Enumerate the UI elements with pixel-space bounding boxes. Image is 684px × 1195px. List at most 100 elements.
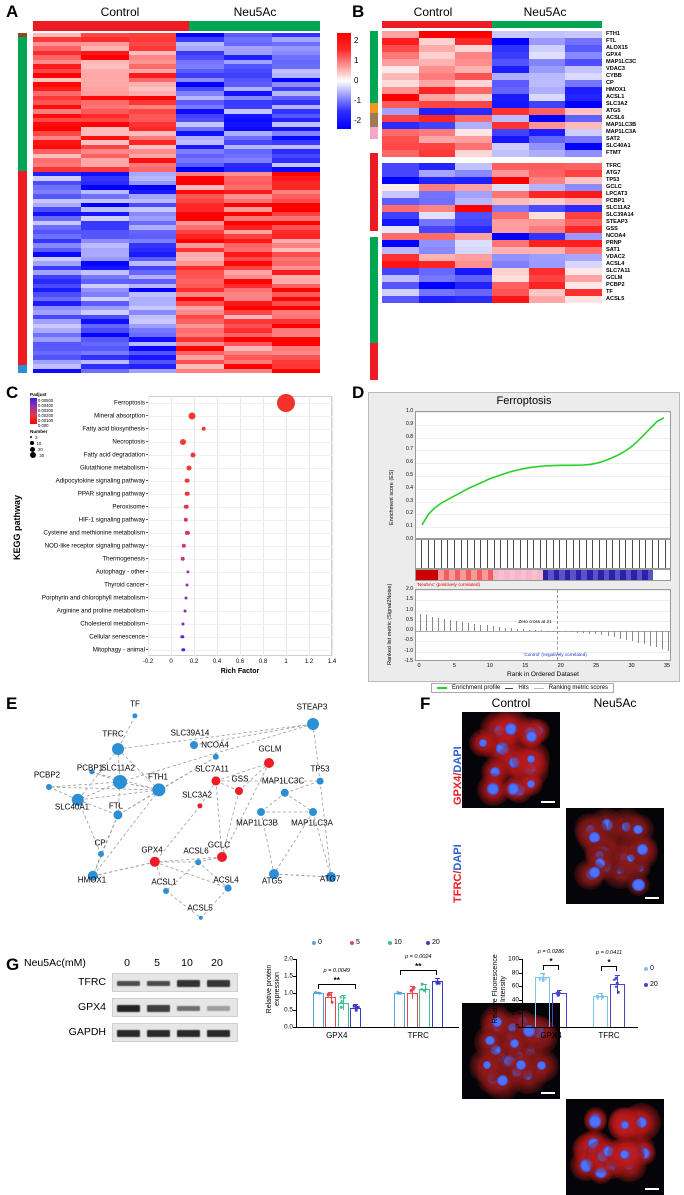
heatmap-cell [528, 261, 566, 268]
heatmap-cell [128, 91, 177, 96]
heatmap-cell [176, 305, 225, 311]
heatmap-cell [128, 247, 177, 253]
heatmap-cell [80, 220, 129, 226]
number-legend-dot [30, 451, 37, 459]
heatmap-cell [80, 122, 129, 127]
gene-label: PCBP1 [606, 197, 625, 204]
heatmap-cell [455, 247, 492, 254]
heatmap-cell [80, 211, 129, 217]
panel-g-ytick-mark [519, 959, 522, 960]
panel-g-blot-row-label: GPX4 [77, 1001, 106, 1013]
heatmap-cell [33, 41, 81, 47]
rank-colorbar-segment [581, 570, 587, 580]
heatmap-cell [492, 73, 529, 80]
panel-e-node [71, 793, 85, 807]
heatmap-cell [418, 73, 456, 80]
panel-d-metric-ytick: 0.5 [406, 616, 413, 623]
heatmap-cell [128, 167, 177, 172]
panel-d-hit-tick [651, 540, 653, 568]
gene-label: SLC39A14 [606, 211, 634, 218]
panel-d-metric-bar [637, 631, 639, 643]
panel-g-blot-band [147, 1030, 170, 1037]
heatmap-cell [528, 254, 566, 261]
heatmap-cell [528, 198, 566, 205]
number-legend-value: 30 [39, 452, 45, 458]
panel-g-data-point [612, 978, 616, 981]
panel-c-ytick-mark [146, 402, 148, 403]
legend-label: 0 [318, 939, 322, 946]
cell-nucleus [525, 731, 537, 743]
heatmap-cell [176, 314, 225, 320]
panel-g-data-point [617, 990, 621, 994]
heatmap-cell [492, 87, 529, 94]
heatmap-cell [418, 143, 456, 150]
padjust-legend-value: 0.00300 [38, 408, 54, 413]
heatmap-cell [224, 77, 273, 83]
rank-colorbar-segment [487, 570, 494, 580]
heatmap-cell [224, 364, 273, 369]
grid-line [148, 396, 149, 656]
heatmap-cell [33, 144, 81, 150]
heatmap-cell [272, 198, 320, 203]
heatmap-cell [382, 212, 419, 219]
heatmap-cell [176, 364, 225, 369]
heatmap-cell [176, 33, 225, 38]
rank-colorbar-segment [515, 570, 521, 580]
heatmap-cell [224, 247, 273, 253]
cell-nucleus [522, 1025, 535, 1037]
legend-label-enrichment: Enrichment profile [452, 685, 501, 691]
panel-g-data-point [557, 991, 561, 995]
grid-line [194, 396, 195, 656]
heatmap-cell [33, 162, 81, 168]
legend-dot [426, 940, 430, 945]
panel-e-node [112, 743, 124, 755]
heatmap-cell [272, 135, 320, 141]
heatmap-cell [176, 100, 225, 105]
grid-line-h [148, 493, 332, 495]
heatmap-cell [33, 328, 81, 333]
panel-g-data-point [420, 982, 424, 986]
panel-d-title: Ferroptosis [496, 395, 552, 407]
heatmap-cell [565, 31, 602, 38]
panel-d-es-ytick: 0.4 [406, 484, 413, 491]
legend-label-ranking: Ranking metric scores [548, 685, 609, 691]
heatmap-cell [528, 191, 566, 198]
heatmap-cell [565, 122, 602, 129]
heatmap-cell [176, 288, 225, 293]
panel-e-node [132, 713, 138, 719]
heatmap-cell [492, 177, 529, 184]
heatmap-cell [80, 368, 129, 373]
heatmap-cell [418, 219, 456, 226]
heatmap-cell [80, 55, 129, 60]
heatmap-cell [418, 205, 456, 212]
grid-line-h [148, 519, 332, 521]
panel-d-xtick: 10 [486, 663, 493, 669]
panel-g-ytick: 1.0 [283, 989, 293, 997]
heatmap-cell [382, 38, 419, 45]
grid-line-h [148, 441, 332, 443]
heatmap-cell [33, 216, 81, 221]
heatmap-cell [224, 41, 273, 47]
heatmap-cell [33, 350, 81, 356]
panel-d-metric-bar [649, 631, 651, 646]
heatmap-cell [272, 364, 320, 369]
gene-label: PRNP [606, 239, 622, 246]
grid-line-h [148, 623, 332, 625]
heatmap-cell [565, 143, 602, 150]
panel-d-hit-tick [500, 540, 502, 568]
cell-nucleus [516, 1060, 526, 1070]
heatmap-cell [224, 131, 273, 136]
grid-line-h [148, 506, 332, 508]
panel-e-node-label: ACSL4 [213, 875, 239, 885]
heatmap-cell [455, 170, 492, 177]
heatmap-cell [418, 122, 456, 129]
heatmap-cell [176, 323, 225, 329]
panel-g-data-point [556, 990, 560, 994]
heatmap-cell [382, 184, 419, 191]
heatmap-cell [33, 207, 81, 212]
heatmap-cell [176, 247, 225, 253]
grid-line-h [148, 610, 332, 612]
gene-label: TP53 [606, 176, 620, 183]
heatmap-cell [224, 265, 273, 271]
heatmap-cell [80, 274, 129, 280]
